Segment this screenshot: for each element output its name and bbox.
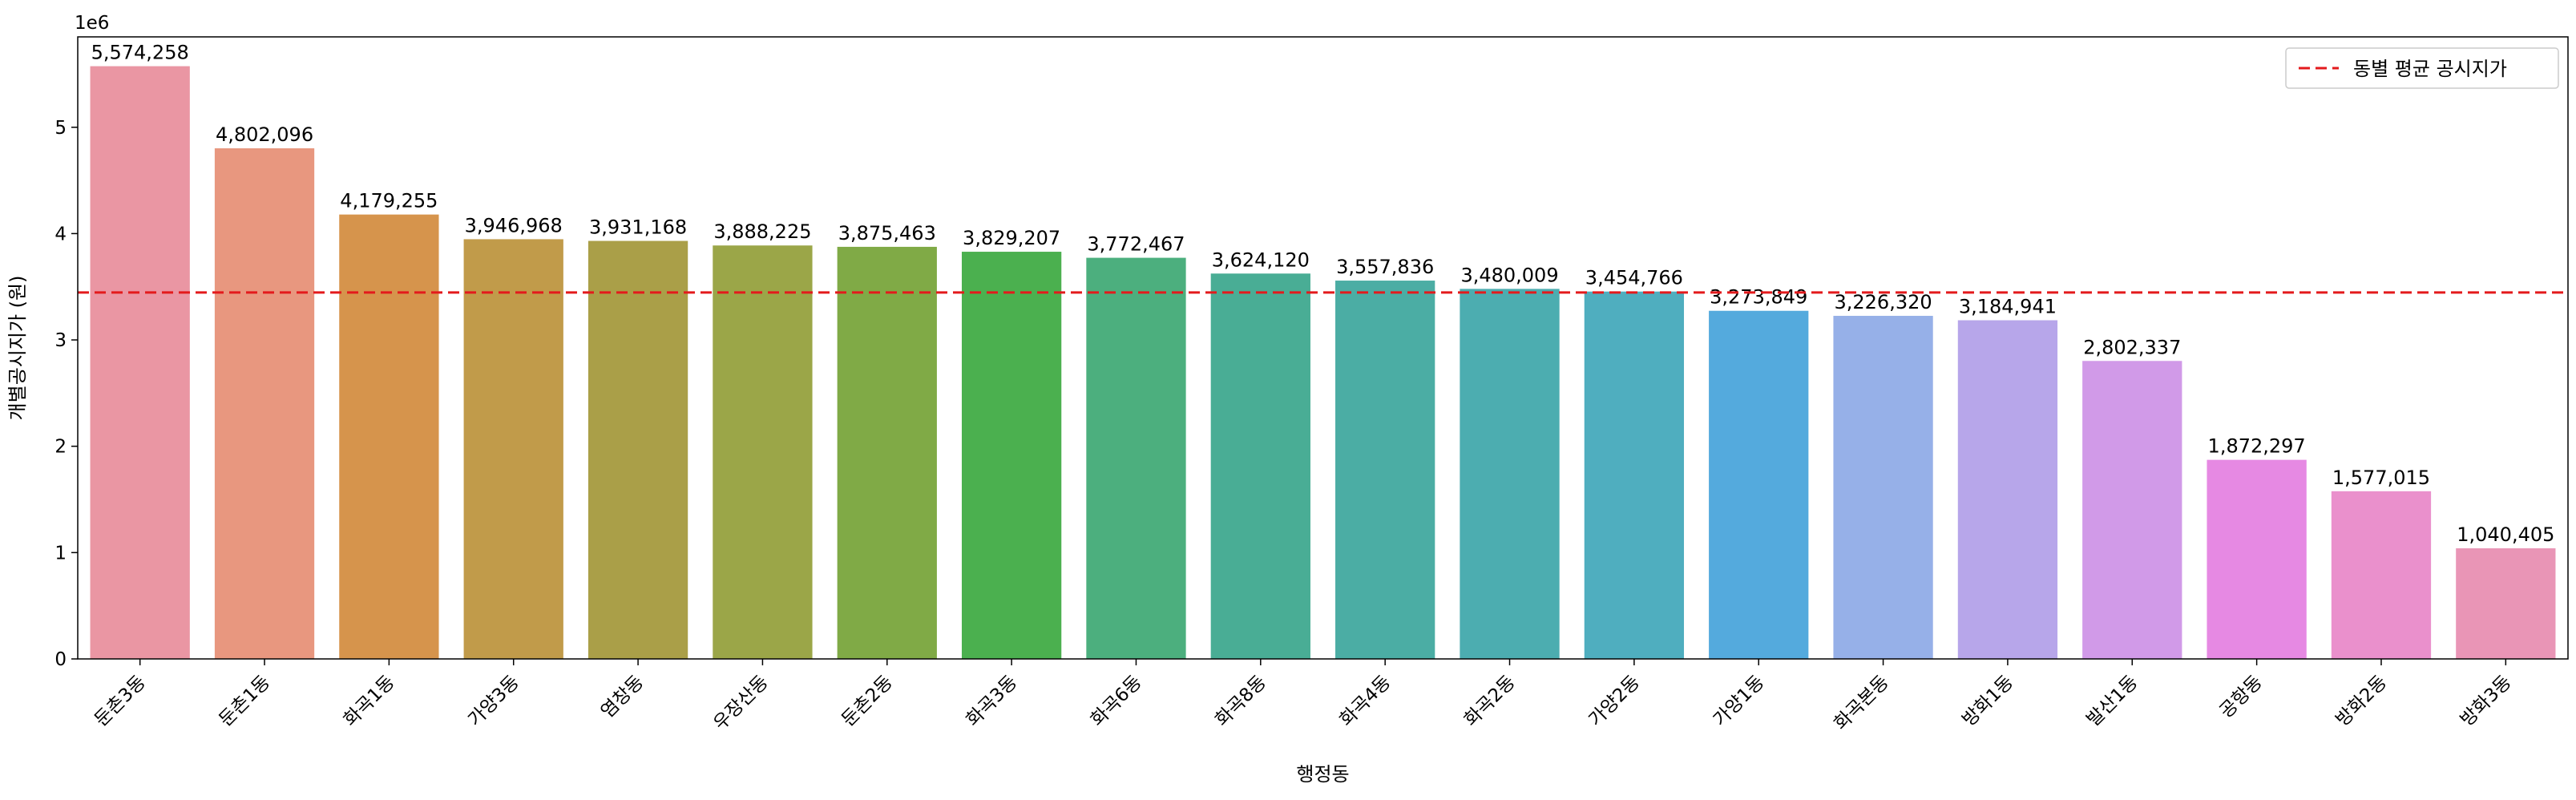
x-tick-label-화곡2동: 화곡2동 (1460, 672, 1520, 731)
bar-화곡1동 (339, 214, 439, 659)
value-label-화곡1동: 4,179,255 (340, 190, 438, 212)
value-label-염창동: 3,931,168 (589, 216, 687, 239)
y-tick-label: 1 (55, 543, 67, 564)
legend-box (2285, 47, 2559, 89)
x-tick-label-가양1동: 가양1동 (1710, 672, 1769, 731)
value-label-공항동: 1,872,297 (2208, 435, 2306, 458)
y-tick-label: 4 (55, 224, 67, 244)
bar-발산1동 (2082, 361, 2182, 659)
value-label-화곡3동: 3,829,207 (963, 227, 1060, 249)
x-tick-label-둔촌1동: 둔촌1동 (216, 672, 275, 731)
y-tick-label: 2 (55, 437, 67, 458)
x-tick-label-화곡4동: 화곡4동 (1336, 672, 1395, 731)
x-axis-ticks: 둔촌3동 둔촌1동 화곡1동 가양3동 염창동 우장산동 둔촌2동 화곡3동 화곡6동 화곡8동 화… (91, 659, 2516, 734)
x-tick-label-공항동: 공항동 (2216, 672, 2267, 722)
value-label-방화3동: 1,040,405 (2457, 523, 2554, 546)
y-axis-offset-label: 1e6 (75, 13, 109, 34)
y-tick-label: 0 (55, 649, 67, 670)
value-label-화곡6동: 3,772,467 (1087, 233, 1185, 256)
x-tick-label-방화2동: 방화2동 (2332, 672, 2392, 731)
x-tick-label-화곡1동: 화곡1동 (340, 672, 399, 731)
x-tick-label-화곡본동: 화곡본동 (1831, 672, 1893, 734)
x-tick-label-둔촌3동: 둔촌3동 (91, 672, 150, 731)
plot-frame (77, 36, 2569, 660)
value-label-방화1동: 3,184,941 (1959, 296, 2057, 318)
value-label-둔촌2동: 3,875,463 (838, 222, 936, 244)
bar-공항동 (2207, 459, 2307, 659)
value-label-화곡2동: 3,480,009 (1460, 264, 1558, 286)
bar-가양2동 (1584, 291, 1685, 659)
bar-둔촌1동 (214, 148, 315, 659)
value-label-둔촌3동: 5,574,258 (91, 42, 189, 64)
y-tick-label: 5 (55, 118, 67, 139)
legend: 동별 평균 공시지가 (2285, 47, 2559, 89)
bar-방화1동 (1957, 320, 2058, 659)
x-axis-title: 행정동 (1296, 763, 1349, 786)
x-tick-label-화곡8동: 화곡8동 (1211, 672, 1270, 731)
bar-화곡2동 (1460, 289, 1560, 659)
bar-화곡4동 (1335, 281, 1435, 659)
value-labels-group: 5,574,258 4,802,096 4,179,255 3,946,968 3,93… (91, 42, 2555, 546)
x-tick-label-발산1동: 발산1동 (2083, 672, 2142, 731)
bar-방화2동 (2331, 491, 2432, 659)
value-label-가양2동: 3,454,766 (1585, 267, 1683, 289)
x-tick-label-방화3동: 방화3동 (2457, 672, 2516, 731)
x-tick-label-화곡3동: 화곡3동 (963, 672, 1022, 731)
x-tick-label-방화1동: 방화1동 (1959, 672, 2018, 731)
value-label-방화2동: 1,577,015 (2332, 467, 2430, 489)
x-tick-label-염창동: 염창동 (597, 672, 648, 722)
bar-방화3동 (2456, 547, 2556, 659)
y-axis-title: 개별공시지가 (원) (6, 276, 29, 421)
y-axis-ticks: 0 1 2 3 4 5 (55, 118, 78, 670)
value-label-가양3동: 3,946,968 (465, 214, 563, 236)
bar-화곡3동 (961, 252, 1062, 659)
bar-화곡본동 (1833, 316, 1933, 659)
bar-염창동 (587, 240, 688, 660)
bar-가양3동 (463, 239, 563, 659)
bars-group (90, 66, 2556, 660)
legend-label-mean: 동별 평균 공시지가 (2353, 58, 2507, 80)
y-tick-label: 3 (55, 330, 67, 351)
bar-둔촌2동 (837, 246, 937, 659)
value-label-우장산동: 3,888,225 (713, 220, 811, 243)
value-label-발산1동: 2,802,337 (2083, 336, 2181, 358)
value-label-둔촌1동: 4,802,096 (216, 123, 313, 146)
value-label-화곡본동: 3,226,320 (1834, 291, 1932, 313)
x-tick-label-가양3동: 가양3동 (464, 672, 523, 731)
value-label-화곡4동: 3,557,836 (1336, 256, 1434, 278)
x-tick-label-우장산동: 우장산동 (709, 672, 772, 734)
x-tick-label-둔촌2동: 둔촌2동 (838, 672, 897, 731)
value-label-화곡8동: 3,624,120 (1212, 248, 1310, 271)
bar-둔촌3동 (90, 66, 190, 660)
bar-화곡6동 (1086, 257, 1186, 659)
value-label-가양1동: 3,273,849 (1710, 286, 1807, 309)
bar-화곡8동 (1210, 273, 1310, 659)
bar-우장산동 (713, 245, 813, 659)
bar-가양1동 (1709, 310, 1809, 659)
x-tick-label-가양2동: 가양2동 (1585, 672, 1644, 731)
x-tick-label-화곡6동: 화곡6동 (1087, 672, 1146, 731)
